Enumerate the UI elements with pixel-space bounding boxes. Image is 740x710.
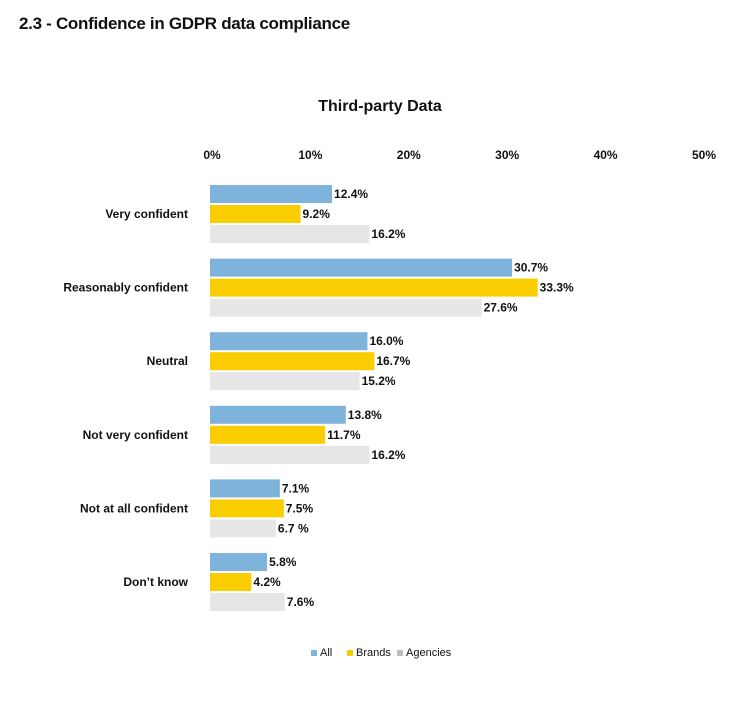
data-labels: 12.4%9.2% 16.2% 30.7% 33.3% 27.6% 16.0% 16.7% 1… xyxy=(253,187,574,609)
bar xyxy=(210,445,370,464)
data-label: 12.4% xyxy=(334,187,368,201)
legend-label: Agencies xyxy=(406,647,452,659)
legend-label: All xyxy=(320,647,332,659)
legend-swatch xyxy=(311,650,317,656)
bar xyxy=(210,205,301,223)
legend-swatch xyxy=(347,650,353,656)
bar xyxy=(210,225,370,243)
data-label: 16.2% xyxy=(371,448,405,462)
category-label: Neutral xyxy=(147,354,188,368)
tick-label: 30% xyxy=(495,148,519,162)
page-heading: 2.3 - Confidence in GDPR data compliance xyxy=(19,14,350,33)
bar xyxy=(210,278,538,297)
bar xyxy=(210,372,360,391)
data-label: 7.5% xyxy=(286,501,314,515)
category-labels: Very confident Reasonably confident Neutra… xyxy=(63,207,188,589)
data-label: 7.6% xyxy=(287,595,315,609)
data-label: 13.8% xyxy=(348,408,382,422)
x-axis-ticks: 0% 10% 20% 30% 40% 50% xyxy=(203,148,716,162)
bars xyxy=(210,185,538,611)
data-label: 16.0% xyxy=(369,334,403,348)
tick-label: 40% xyxy=(594,148,618,162)
bar xyxy=(210,258,513,277)
tick-label: 0% xyxy=(203,148,221,162)
legend-swatch xyxy=(397,650,403,656)
tick-label: 20% xyxy=(397,148,421,162)
bar xyxy=(210,332,368,351)
legend: All Brands Agencies xyxy=(311,647,452,659)
data-label: 27.6% xyxy=(484,301,518,315)
chart-title: Third-party Data xyxy=(318,98,442,115)
data-label: 16.2% xyxy=(371,227,405,241)
category-label: Don’t know xyxy=(123,575,188,589)
data-label: 16.7% xyxy=(376,354,410,368)
bar xyxy=(210,298,482,317)
data-label: 11.7% xyxy=(327,428,361,442)
bar xyxy=(210,519,276,538)
category-label: Reasonably confident xyxy=(63,281,188,295)
tick-label: 50% xyxy=(692,148,716,162)
data-label: 4.2% xyxy=(253,575,281,589)
data-label: 33.3% xyxy=(540,281,574,295)
bar xyxy=(210,185,333,203)
data-label: 15.2% xyxy=(362,374,396,388)
tick-label: 10% xyxy=(298,148,322,162)
category-label: Not at all confident xyxy=(80,501,188,515)
category-label: Not very confident xyxy=(83,428,188,442)
data-label: 9.2% xyxy=(303,207,331,221)
bar xyxy=(210,352,375,371)
legend-label: Brands xyxy=(356,647,391,659)
bar xyxy=(210,479,280,498)
bar xyxy=(210,425,326,444)
data-label: 30.7% xyxy=(514,261,548,275)
data-label: 5.8% xyxy=(269,555,297,569)
data-label: 7.1% xyxy=(282,481,310,495)
bar xyxy=(210,553,268,571)
category-label: Very confident xyxy=(105,207,188,221)
bar xyxy=(210,405,346,424)
data-label: 6.7 % xyxy=(278,521,309,535)
bar xyxy=(210,573,252,591)
bar xyxy=(210,593,285,611)
bar xyxy=(210,499,284,518)
